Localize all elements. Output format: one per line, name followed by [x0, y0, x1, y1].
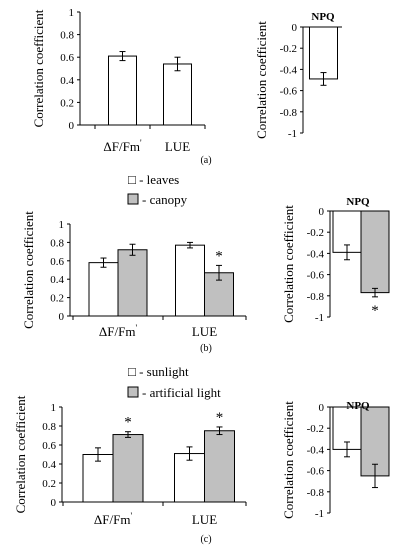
y-tick-label: -0.2: [280, 43, 297, 55]
chart-c-right: 0 -0.2 -0.4 -0.6 -0.8 -1 Correlation coefficie…: [281, 400, 390, 520]
category-superscript: ': [140, 138, 142, 148]
chart-title: NPQ: [346, 400, 370, 412]
y-tick-label: -0.8: [307, 487, 325, 499]
y-tick-label: -0.6: [307, 466, 325, 478]
category-label: LUE: [165, 139, 190, 154]
bar: [108, 55, 137, 126]
significance-star: *: [371, 303, 379, 319]
y-tick-label: 0: [51, 497, 57, 509]
y-tick-label: -0.8: [280, 107, 298, 119]
bar: [112, 434, 144, 503]
y-tick-label: -1: [315, 508, 324, 520]
panel-label: (a): [200, 155, 211, 166]
category-label: LUE: [192, 324, 217, 339]
y-tick-label: 0.8: [60, 30, 74, 42]
bar: [88, 262, 119, 317]
y-tick-label: 0.6: [42, 440, 56, 452]
y-axis-label: Correlation coefficient: [31, 9, 46, 127]
y-axis-label: Correlation coefficient: [21, 211, 36, 329]
y-axis-label: Correlation coefficient: [281, 205, 296, 323]
y-tick-label: 0.4: [42, 459, 56, 471]
y-tick-label: -0.4: [280, 64, 298, 76]
y-tick-label: -0.4: [307, 444, 325, 456]
y-tick-label: 0.2: [60, 97, 74, 109]
legend-swatch: [127, 386, 139, 398]
legend-entry: - canopy: [142, 192, 188, 207]
bar: [360, 210, 390, 294]
bar: [309, 26, 338, 80]
bar: [82, 454, 114, 503]
y-tick-label: 0: [319, 206, 325, 218]
legend-entry: - artificial light: [142, 385, 221, 400]
y-tick-label: -1: [288, 128, 297, 140]
category-label: ΔF/Fm': [99, 323, 138, 339]
category-label: LUE: [192, 512, 217, 527]
y-tick-label: -0.2: [307, 423, 324, 435]
category-superscript: ': [130, 511, 132, 521]
y-tick-label: 0.8: [42, 421, 56, 433]
bar: [163, 63, 192, 126]
y-axis-label: Correlation coefficient: [281, 401, 296, 519]
significance-star: *: [124, 415, 132, 431]
panel-label: (c): [200, 534, 211, 545]
panel-label: (b): [200, 343, 212, 354]
y-tick-label: -0.8: [307, 291, 325, 303]
chart-title: NPQ: [346, 196, 370, 208]
y-tick-label: -1: [315, 312, 324, 324]
y-tick-label: 0.4: [50, 274, 64, 286]
significance-star: *: [215, 248, 223, 264]
y-tick-label: -0.6: [280, 86, 298, 98]
y-axis-label: Correlation coefficient: [254, 21, 269, 139]
y-tick-label: 0.8: [50, 237, 64, 249]
category-label: ΔF/Fm': [103, 138, 142, 154]
category-label: ΔF/Fm': [94, 511, 133, 527]
bar: [204, 430, 235, 503]
y-tick-label: 0: [59, 311, 65, 323]
chart-c-left: 0 0.2 0.4 0.6 0.8 1 Correlation coefficient * ΔF…: [13, 364, 247, 545]
y-axis-label: Correlation coefficient: [13, 395, 28, 513]
y-tick-label: 0.6: [50, 256, 64, 268]
y-tick-label: 0: [292, 22, 298, 34]
y-tick-label: 0: [319, 402, 325, 414]
significance-star: *: [216, 410, 224, 426]
y-tick-label: 0.2: [50, 293, 64, 305]
chart-b-right: 0 -0.2 -0.4 -0.6 -0.8 -1 Correlation coefficie…: [281, 196, 390, 324]
y-tick-label: 0.6: [60, 52, 74, 64]
bar: [175, 244, 205, 317]
y-tick-label: 1: [59, 219, 65, 231]
chart-a-left: 0 0.2 0.4 0.6 0.8 1 Correlation coefficient ΔF/…: [31, 7, 212, 166]
bar: [117, 249, 148, 317]
category-superscript: ': [135, 323, 137, 333]
y-tick-label: -0.6: [307, 270, 325, 282]
y-tick-label: 0.2: [42, 478, 56, 490]
y-tick-label: 1: [51, 402, 57, 414]
legend-entry: □ - sunlight: [128, 364, 189, 379]
y-tick-label: 0.4: [60, 75, 74, 87]
y-tick-label: -0.2: [307, 227, 324, 239]
y-tick-label: 0: [69, 120, 75, 132]
chart-b-left: 0 0.2 0.4 0.6 0.8 1 Correlation coefficient ΔF/…: [21, 172, 247, 354]
legend-swatch: [127, 193, 139, 205]
bar: [174, 453, 205, 503]
legend-entry: □ - leaves: [128, 172, 179, 187]
y-tick-label: 1: [69, 7, 75, 19]
chart-a-right: 0 -0.2 -0.4 -0.6 -0.8 -1 Correlation coefficie…: [254, 11, 342, 140]
chart-title: NPQ: [311, 11, 335, 23]
y-tick-label: -0.4: [307, 248, 325, 260]
